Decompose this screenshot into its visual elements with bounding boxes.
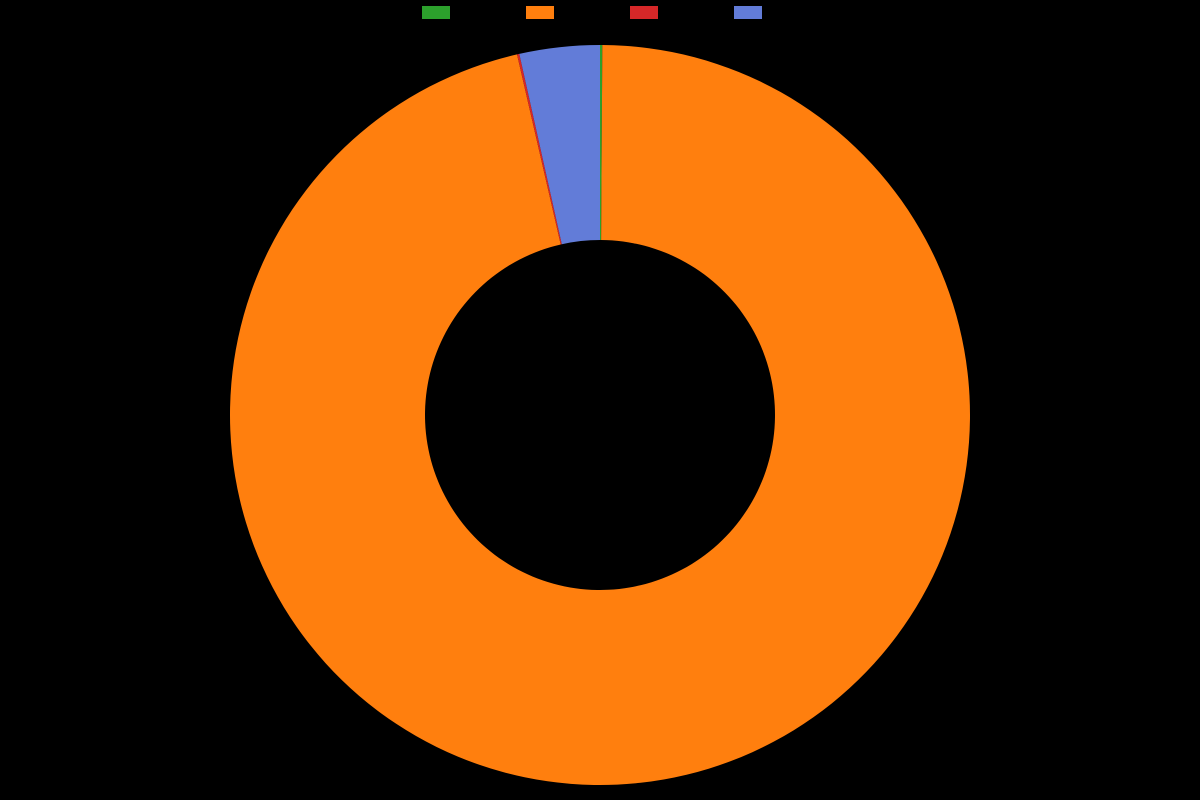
legend-item	[734, 6, 778, 19]
legend-swatch	[526, 6, 554, 19]
legend-item	[630, 6, 674, 19]
legend	[0, 6, 1200, 19]
legend-swatch	[422, 6, 450, 19]
donut-chart	[0, 30, 1200, 800]
legend-item	[526, 6, 570, 19]
legend-item	[422, 6, 466, 19]
legend-swatch	[734, 6, 762, 19]
legend-swatch	[630, 6, 658, 19]
donut-chart-container	[0, 30, 1200, 800]
